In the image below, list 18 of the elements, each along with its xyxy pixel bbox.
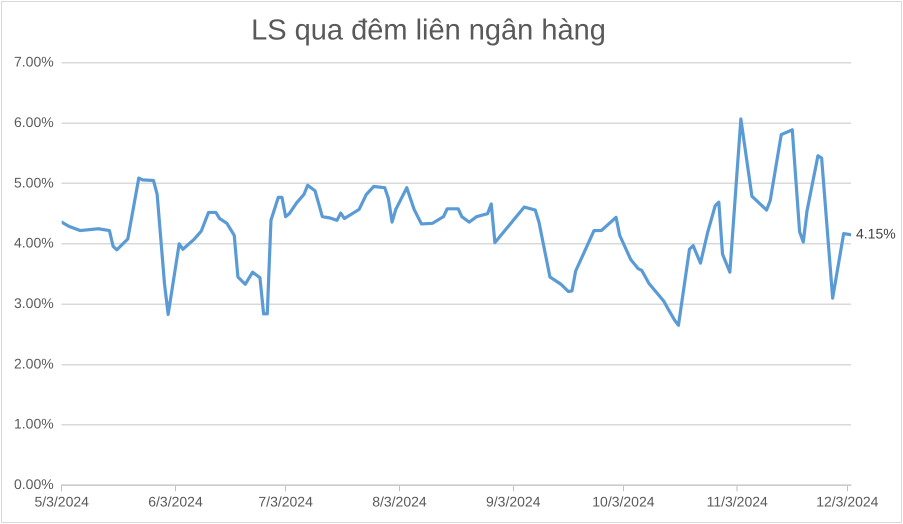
x-tick-label: 10/3/2024 bbox=[592, 493, 655, 510]
x-tick-label: 6/3/2024 bbox=[148, 493, 203, 510]
y-tick-label: 1.00% bbox=[14, 416, 54, 432]
y-tick-label: 7.00% bbox=[14, 54, 54, 70]
y-tick-label: 4.00% bbox=[14, 234, 54, 251]
x-tick-label: 9/3/2024 bbox=[486, 493, 541, 510]
x-tick-label: 8/3/2024 bbox=[372, 493, 427, 510]
chart-title: LS qua đêm liên ngân hàng bbox=[251, 14, 606, 46]
y-tick-label: 0.00% bbox=[14, 476, 54, 492]
x-tick-label: 12/3/2024 bbox=[816, 493, 879, 510]
x-tick-label: 11/3/2024 bbox=[706, 493, 768, 510]
data-label: 4.15% bbox=[856, 226, 896, 242]
y-tick-label: 5.00% bbox=[14, 174, 54, 190]
x-tick-label: 7/3/2024 bbox=[258, 493, 314, 510]
y-tick-label: 3.00% bbox=[14, 295, 54, 312]
x-tick-label: 5/3/2024 bbox=[34, 493, 90, 510]
y-tick-label: 6.00% bbox=[14, 114, 54, 130]
y-tick-label: 2.00% bbox=[14, 355, 54, 372]
